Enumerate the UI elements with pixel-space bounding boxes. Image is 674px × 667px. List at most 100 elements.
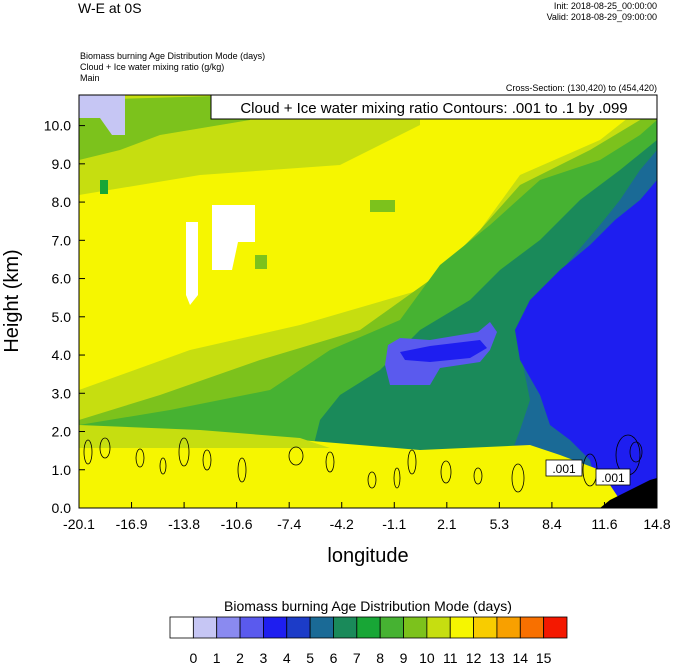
colorbar-label: 12: [466, 650, 482, 666]
colorbar-swatch: [543, 616, 568, 639]
colorbar-label: 1: [213, 650, 221, 666]
contour-8: [288, 446, 304, 466]
contour-info-box: [210, 94, 658, 120]
colorbar-swatch: [356, 616, 381, 639]
y-tick-label: 5.0: [52, 309, 72, 325]
colorbar-label: 8: [376, 650, 384, 666]
y-tick-label: 4.0: [52, 347, 72, 363]
colorbar-label: 14: [513, 650, 529, 666]
colorbar-label: 13: [489, 650, 505, 666]
valid-time: Valid: 2018-08-29_09:00:00: [547, 12, 657, 22]
contour-12: [407, 449, 417, 475]
y-axis-label: Height (km): [1, 249, 23, 352]
colorbar-swatch: [473, 616, 498, 639]
field-label-1: Biomass burning Age Distribution Mode (d…: [80, 51, 265, 61]
field-region-blue-core: [515, 180, 657, 500]
contour-5: [178, 437, 190, 467]
colorbar-swatch: [286, 616, 311, 639]
x-tick-label: -1.1: [382, 516, 406, 532]
x-tick-label: -10.6: [221, 516, 253, 532]
x-tick-label: 2.1: [437, 516, 457, 532]
contour-13: [440, 460, 452, 484]
init-time: Init: 2018-08-25_00:00:00: [554, 1, 657, 11]
contour-4: [159, 457, 167, 475]
x-axis-label: longitude: [327, 545, 408, 567]
colorbar-label: 3: [260, 650, 268, 666]
contour-2: [99, 437, 111, 459]
field-cell-teal-1: [370, 200, 395, 212]
contour-14: [473, 467, 483, 485]
field-label-2: Cloud + Ice water mixing ratio (g/kg): [80, 62, 224, 72]
colorbar-swatch: [333, 616, 358, 639]
colorbar-swatch: [379, 616, 404, 639]
y-tick-label: 1.0: [52, 462, 72, 478]
field-region-lowlevel-yellow: [79, 440, 620, 500]
colorbar-label: 4: [283, 650, 291, 666]
y-tick-label: 7.0: [52, 232, 72, 248]
contour-15: [511, 463, 525, 493]
colorbar-swatch: [403, 616, 428, 639]
y-tick-label: 10.0: [44, 118, 71, 134]
field-region-blue-layer-inner: [400, 340, 487, 362]
colorbar-swatch: [496, 616, 521, 639]
contour-7: [237, 457, 247, 483]
contour-11: [393, 467, 401, 489]
colorbar-swatch: [239, 616, 264, 639]
colorbar-label: 15: [536, 650, 552, 666]
terrain: [600, 478, 657, 508]
colorbar-swatch: [519, 616, 545, 639]
colorbar-swatch: [192, 616, 218, 639]
contour-lines: [83, 434, 643, 493]
y-tick-label: 6.0: [52, 271, 72, 287]
contour-18: [629, 441, 643, 463]
contour-label-2: .001: [601, 471, 625, 485]
colorbar-swatch: [309, 616, 334, 639]
contour-6: [202, 449, 212, 471]
contour-3: [135, 448, 145, 468]
y-tick-label: 8.0: [52, 194, 72, 210]
colorbar-swatch: [169, 616, 194, 639]
x-tick-label: -13.8: [168, 516, 200, 532]
field-region-lightblue-corner: [79, 95, 125, 135]
field-cell-green-3: [100, 180, 108, 194]
heatmap-field: .001 .001: [79, 95, 657, 508]
y-axis-ticks: 0.0 1.0 2.0 3.0 4.0 5.0 6.0 7.0 8.0 9.0 10.0: [44, 118, 85, 516]
colorbar-labels: 0 1 2 3 4 5 6 7 8 9 10 11 12 13 14 15: [189, 650, 551, 666]
y-tick-label: 0.0: [52, 500, 72, 516]
contour-10: [367, 471, 377, 489]
x-tick-label: -20.1: [63, 516, 95, 532]
cross-section-label: Cross-Section: (130,420) to (454,420): [506, 83, 657, 93]
colorbar-swatch: [216, 616, 241, 639]
contour-label-box-2: [595, 468, 631, 486]
colorbar-swatch: [426, 616, 451, 639]
colorbar-label: 2: [236, 650, 244, 666]
x-tick-label: -4.2: [330, 516, 354, 532]
field-cell-green-2: [255, 255, 267, 269]
colorbar: [169, 616, 568, 639]
x-tick-label: 8.4: [542, 516, 562, 532]
field-region-white-2: [186, 222, 198, 305]
x-tick-label: 5.3: [490, 516, 510, 532]
colorbar-label: 0: [189, 650, 197, 666]
field-label-3: Main: [80, 73, 100, 83]
colorbar-label: 6: [330, 650, 338, 666]
field-region-boundary-lightgreen: [79, 425, 330, 448]
contour-9: [325, 451, 335, 473]
x-tick-label: 14.8: [643, 516, 670, 532]
colorbar-label: 5: [306, 650, 314, 666]
x-tick-label: -7.4: [277, 516, 301, 532]
y-tick-label: 2.0: [52, 424, 72, 440]
y-tick-label: 9.0: [52, 156, 72, 172]
contour-label-1: .001: [552, 462, 576, 476]
colorbar-label: 9: [400, 650, 408, 666]
x-axis-ticks: -20.1 -16.9 -13.8 -10.6 -7.4 -4.2 -1.1 2.1 5.3 8.…: [63, 502, 671, 532]
colorbar-swatch: [263, 616, 288, 639]
x-tick-label: 11.6: [591, 516, 617, 532]
contour-1: [83, 439, 93, 465]
colorbar-label: 7: [353, 650, 361, 666]
x-tick-label: -16.9: [116, 516, 148, 532]
colorbar-label: 10: [419, 650, 435, 666]
colorbar-label: 11: [443, 650, 458, 666]
y-tick-label: 3.0: [52, 385, 72, 401]
colorbar-swatch: [449, 616, 474, 639]
